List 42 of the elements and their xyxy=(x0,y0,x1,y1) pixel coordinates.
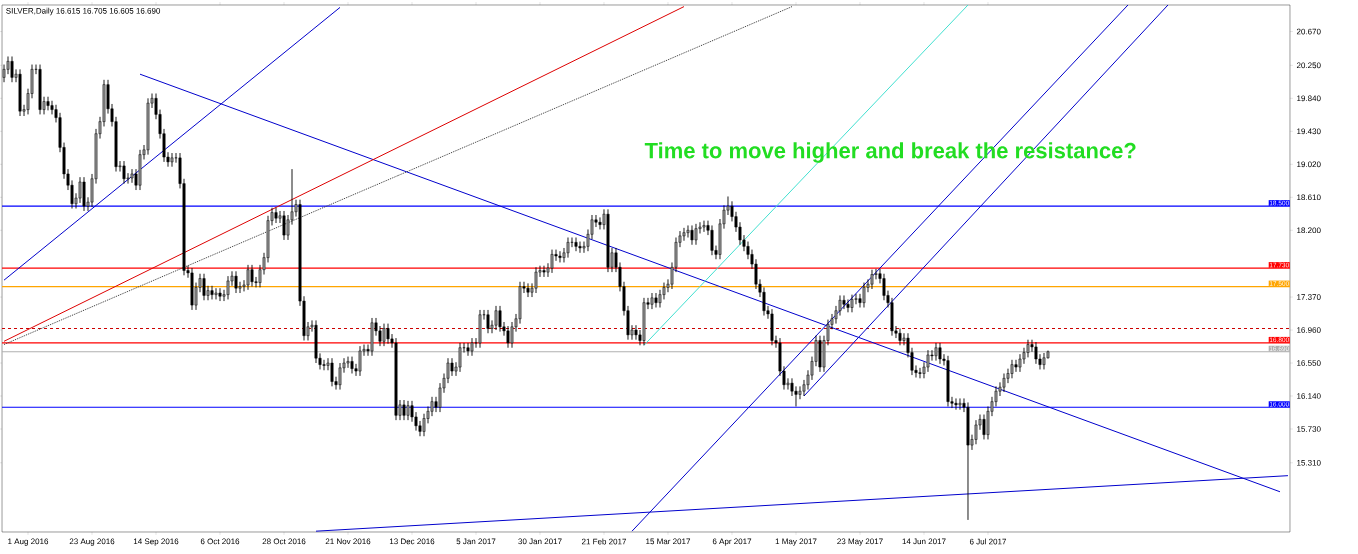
candlestick xyxy=(558,250,562,263)
y-tick-label: 17.370 xyxy=(1297,294,1321,300)
x-tick-label: 6 Oct 2016 xyxy=(200,538,240,545)
x-tick-label: 5 Jan 2017 xyxy=(456,538,496,545)
x-tick-label: 23 May 2017 xyxy=(837,538,883,546)
candlestick xyxy=(578,241,582,254)
y-tick-label: 18.610 xyxy=(1297,194,1321,201)
x-tick-label: 14 Jun 2017 xyxy=(902,538,946,545)
y-tick-label: 20.670 xyxy=(1296,28,1321,35)
x-tick-label: 14 Sep 2016 xyxy=(133,538,179,546)
x-tick-label: 6 Jul 2017 xyxy=(969,538,1007,545)
candlestick xyxy=(214,287,218,300)
x-tick-label: 30 Jan 2017 xyxy=(518,538,562,545)
y-tick-label: 16.140 xyxy=(1297,393,1321,399)
y-tick-label: 20.250 xyxy=(1296,62,1321,69)
candlestick xyxy=(958,397,962,411)
y-tick-label: 19.840 xyxy=(1297,95,1321,102)
y-tick-label: 15.730 xyxy=(1297,426,1321,432)
x-tick-label: 1 Aug 2016 xyxy=(8,538,49,546)
candlestick xyxy=(702,220,706,233)
y-tick-label: 16.960 xyxy=(1297,327,1321,333)
x-tick-label: 6 Apr 2017 xyxy=(712,538,752,546)
y-tick-label: 19.430 xyxy=(1297,128,1321,135)
x-tick-label: 15 Mar 2017 xyxy=(646,538,691,545)
x-tick-label: 28 Oct 2016 xyxy=(262,538,306,545)
candlestick xyxy=(346,356,350,369)
y-tick-label: 16.550 xyxy=(1297,360,1321,366)
candlestick xyxy=(542,265,546,278)
y-tick-label: 18.200 xyxy=(1297,227,1321,234)
chart-title: SILVER,Daily 16.615 16.705 16.605 16.690 xyxy=(6,7,161,16)
candlestick xyxy=(634,324,638,341)
y-tick-label: 15.310 xyxy=(1297,459,1321,466)
candlestick xyxy=(954,397,958,411)
y-tick-label: 19.020 xyxy=(1297,161,1321,168)
x-tick-label: 21 Nov 2016 xyxy=(325,538,371,545)
candlestick xyxy=(170,152,174,168)
candlestick xyxy=(466,342,470,357)
x-tick-label: 13 Dec 2016 xyxy=(389,538,435,545)
x-tick-label: 1 May 2017 xyxy=(775,538,817,546)
x-tick-label: 21 Feb 2017 xyxy=(581,538,627,545)
candlestick xyxy=(218,287,222,302)
x-tick-label: 23 Aug 2016 xyxy=(69,538,115,546)
